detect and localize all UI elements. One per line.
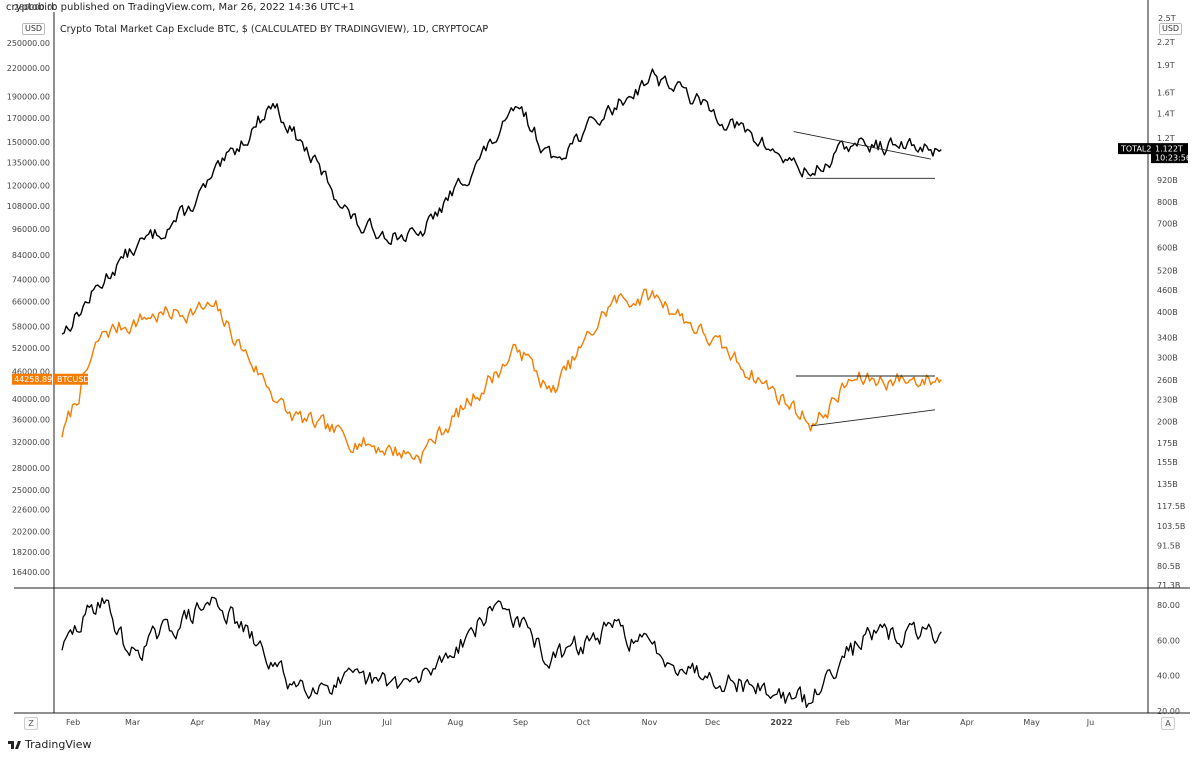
right-y-tick-label: 1.2T [1157, 134, 1175, 143]
left-y-tick-label: 84000.00 [12, 251, 50, 260]
left-y-tick-label: 18200.00 [12, 548, 50, 557]
left-y-tick-label: 22600.00 [12, 506, 50, 515]
rsi-series-line [61, 596, 942, 709]
right-y-tick-label: 200B [1157, 418, 1178, 427]
right-y-tick-label: 2.2T [1157, 38, 1175, 47]
rsi-y-tick-label: 20.00 [1157, 707, 1180, 716]
left-y-tick-label: 96000.00 [12, 225, 50, 234]
right-y-tick-label: 1.4T [1157, 110, 1175, 119]
left-currency-button[interactable]: USD [22, 23, 46, 35]
x-tick-label: Sep [513, 718, 528, 727]
rsi-y-tick-label: 60.00 [1157, 636, 1180, 645]
x-tick-label: Mar [125, 718, 141, 727]
right-y-tick-label: 230B [1157, 396, 1178, 405]
left-y-tick-label: 220000.00 [7, 64, 50, 73]
right-y-tick-label: 460B [1157, 286, 1178, 295]
x-tick-label: May [1023, 718, 1040, 727]
auto-scale-button[interactable]: A [1161, 717, 1175, 730]
btcusd-series-line [61, 288, 942, 464]
right-y-tick-label: 135B [1157, 480, 1178, 489]
chart-frame [14, 0, 1190, 714]
left-y-tick-label: 32000.00 [12, 438, 50, 447]
left-y-tick-label: 250000.00 [7, 39, 50, 48]
x-tick-label: Mar [895, 718, 911, 727]
total2-last-value-label: 1.122T [1155, 145, 1183, 154]
left-y-tick-label: 28000.00 [12, 464, 50, 473]
right-y-tick-label: 920B [1157, 176, 1178, 185]
right-y-tick-label: 175B [1157, 439, 1178, 448]
right-y-tick-label: 600B [1157, 244, 1178, 253]
left-y-tick-label: 135000.00 [7, 159, 50, 168]
zoom-reset-button[interactable]: Z [24, 717, 38, 730]
total2-series-tag-label: TOTAL2 [1120, 145, 1151, 154]
left-y-tick-label: 20200.00 [12, 528, 50, 537]
left-y-tick-label: 190000.00 [7, 92, 50, 101]
left-y-tick-label: 66000.00 [12, 298, 50, 307]
x-tick-label: Ju [1086, 718, 1094, 727]
total2-series-line [61, 68, 942, 335]
total2-resistance-line [793, 131, 931, 160]
left-y-tick-label: 74000.00 [12, 275, 50, 284]
btc-last-value-label: 44258.89 [14, 375, 52, 384]
published-by-line: cryptobirb published on TradingView.com,… [6, 2, 355, 13]
left-y-tick-label: 46000.00 [12, 368, 50, 377]
right-y-tick-label: 91.5B [1157, 542, 1180, 551]
x-tick-label: Aug [448, 718, 464, 727]
right-y-tick-label: 1.9T [1157, 61, 1175, 70]
right-y-tick-label: 700B [1157, 219, 1178, 228]
left-y-tick-label: 120000.00 [7, 182, 50, 191]
btc-series-tag-label: BTCUSD [57, 375, 90, 384]
left-y-tick-label: 40000.00 [12, 395, 50, 404]
right-currency-button[interactable]: USD [1159, 23, 1183, 35]
left-y-tick-label: 150000.00 [7, 138, 50, 147]
tradingview-logo-icon [8, 740, 21, 749]
right-y-tick-label: 155B [1157, 458, 1178, 467]
right-y-tick-label: 80.5B [1157, 562, 1180, 571]
right-y-tick-label: 103.5B [1157, 522, 1185, 531]
rsi-y-tick-label: 80.00 [1157, 601, 1180, 610]
right-y-tick-label: 71.3B [1157, 581, 1180, 590]
total2-last-value-badge [1151, 143, 1188, 164]
x-tick-label: Jun [318, 718, 332, 727]
right-y-tick-label: 300B [1157, 353, 1178, 362]
btc-series-tag [54, 373, 88, 385]
right-y-tick-label: 117.5B [1157, 502, 1185, 511]
right-axis-top-tick: 2.5T [1158, 14, 1176, 23]
btc-support-line [810, 409, 936, 427]
x-tick-label: Dec [705, 718, 720, 727]
left-y-tick-label: 16400.00 [12, 568, 50, 577]
right-y-tick-label: 520B [1157, 266, 1178, 275]
series-layer [61, 68, 942, 709]
x-tick-label: 2022 [770, 718, 792, 727]
x-tick-label: Nov [642, 718, 658, 727]
left-y-tick-label: 108000.00 [7, 202, 50, 211]
right-y-tick-label: 800B [1157, 198, 1178, 207]
axis-layer: Feb Mar Apr May Jun Jul Aug Sep Oct Nov Dec 2022 Feb… [7, 38, 1191, 727]
left-y-tick-label: 25000.00 [12, 486, 50, 495]
total2-series-tag [1118, 143, 1151, 155]
right-y-tick-label: 260B [1157, 376, 1178, 385]
left-axis-top-tick: 280000.00 [14, 3, 58, 12]
left-y-tick-label: 170000.00 [7, 114, 50, 123]
x-tick-label: Jul [381, 718, 392, 727]
x-tick-label: Apr [190, 718, 205, 727]
x-tick-label: Feb [836, 718, 850, 727]
right-y-tick-label: 340B [1157, 334, 1178, 343]
tradingview-brand[interactable]: TradingView [8, 738, 91, 751]
chart-title: Crypto Total Market Cap Exclude BTC, $ (… [60, 24, 489, 35]
tradingview-brand-label: TradingView [25, 738, 92, 751]
x-tick-label: May [254, 718, 271, 727]
rsi-y-tick-label: 40.00 [1157, 672, 1180, 681]
x-tick-label: Apr [960, 718, 975, 727]
total2-countdown-label: 10:23:56 [1155, 154, 1191, 163]
left-y-tick-label: 52000.00 [12, 344, 50, 353]
left-y-tick-label: 58000.00 [12, 323, 50, 332]
right-y-tick-label: 1.6T [1157, 88, 1175, 97]
left-y-tick-label: 36000.00 [12, 415, 50, 424]
x-tick-label: Feb [66, 718, 80, 727]
right-y-tick-label: 400B [1157, 308, 1178, 317]
x-tick-label: Oct [576, 718, 590, 727]
btc-last-value-badge [12, 373, 52, 385]
